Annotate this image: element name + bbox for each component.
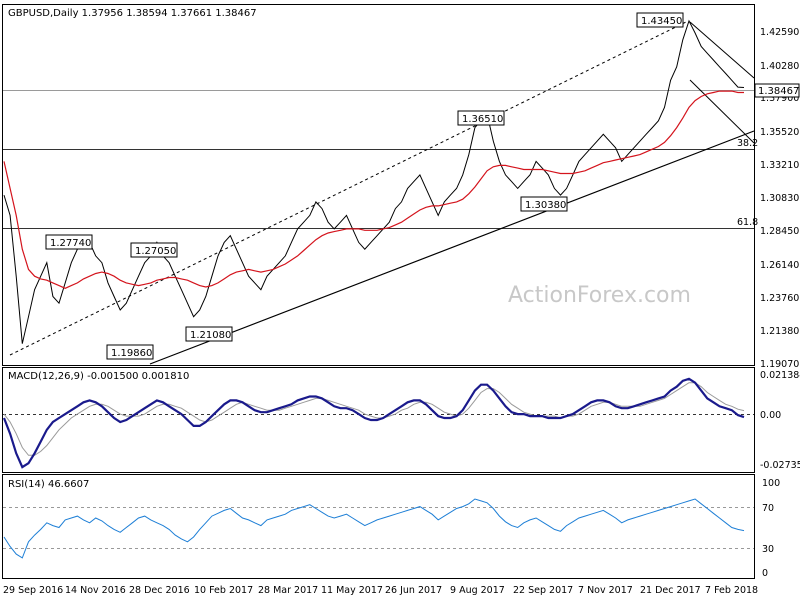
falling-wedge-lower <box>689 79 755 144</box>
x-tick: 22 Sep 2017 <box>513 585 573 596</box>
price-tick: 1.30830 <box>760 193 799 204</box>
macd-tick: 0.00 <box>760 410 781 421</box>
price-tick: 1.40280 <box>760 61 799 72</box>
x-tick: 29 Sep 2016 <box>3 585 63 596</box>
price-tick: 1.21380 <box>760 326 799 337</box>
macd-tick: -0.027353 <box>760 460 800 471</box>
price-label-130380: 1.30380 <box>520 196 568 212</box>
macd-signal-line <box>3 382 745 456</box>
price-label-143450: 1.43450 <box>636 12 684 28</box>
fib-382-label: 38.2 <box>737 138 758 149</box>
macd-line <box>2 377 745 469</box>
svg-text:1.30380: 1.30380 <box>525 200 566 211</box>
price-label-127740: 1.27740 <box>45 234 93 250</box>
price-tick: 1.19070 <box>760 359 799 370</box>
x-tick: 10 Feb 2017 <box>194 585 253 596</box>
x-tick: 26 Jun 2017 <box>385 585 442 596</box>
x-tick: 14 Nov 2016 <box>65 585 126 596</box>
current-price-marker: 1.38467 <box>754 83 800 98</box>
rsi-tick: 30 <box>762 544 774 555</box>
x-tick: 28 Mar 2017 <box>258 585 318 596</box>
svg-text:1.19860: 1.19860 <box>111 348 152 359</box>
price-tick: 1.28450 <box>760 226 799 237</box>
price-tick: 1.33210 <box>760 160 799 171</box>
price-y-axis: 1.42590 1.40280 1.37900 1.35520 1.33210 … <box>760 27 799 370</box>
price-tick: 1.23760 <box>760 293 799 304</box>
svg-text:1.21080: 1.21080 <box>190 330 231 341</box>
x-tick: 28 Dec 2016 <box>129 585 190 596</box>
svg-text:1.27740: 1.27740 <box>50 238 91 249</box>
svg-text:1.43450: 1.43450 <box>641 16 682 27</box>
symbol-info: GBPUSD,Daily 1.37956 1.38594 1.37661 1.3… <box>8 8 257 19</box>
svg-text:1.38467: 1.38467 <box>758 86 799 97</box>
price-label-136510: 1.36510 <box>457 110 505 126</box>
price-tick: 1.37900 <box>760 93 799 104</box>
price-tick: 1.35520 <box>760 127 799 138</box>
price-tick: 1.26140 <box>760 260 799 271</box>
svg-text:1.27050: 1.27050 <box>135 246 176 257</box>
price-panel-frame <box>2 4 755 366</box>
rsi-line <box>3 498 745 559</box>
rsi-tick: 100 <box>762 478 780 489</box>
fib-618-label: 61.8 <box>737 217 758 228</box>
price-label-127050: 1.27050 <box>130 242 178 258</box>
moving-average-line <box>3 90 744 289</box>
x-tick: 9 Aug 2017 <box>450 585 505 596</box>
macd-tick: 0.021384 <box>760 370 800 381</box>
rsi-tick: 70 <box>762 503 774 514</box>
watermark: ActionForex.com <box>508 283 691 308</box>
macd-panel-frame <box>2 367 755 473</box>
price-label-121080: 1.21080 <box>185 326 233 342</box>
x-tick: 7 Nov 2017 <box>578 585 633 596</box>
lower-channel-line <box>149 130 755 365</box>
macd-title: MACD(12,26,9) -0.001500 0.001810 <box>8 371 189 382</box>
falling-wedge-upper <box>689 21 755 79</box>
price-tick: 1.42590 <box>760 27 799 38</box>
rsi-panel-frame <box>2 474 755 579</box>
x-axis: 29 Sep 2016 14 Nov 2016 28 Dec 2016 10 F… <box>3 585 758 596</box>
price-label-119860: 1.19860 <box>106 344 154 360</box>
rsi-title: RSI(14) 46.6607 <box>8 479 89 490</box>
x-tick: 21 Dec 2017 <box>640 585 701 596</box>
rsi-tick: 0 <box>762 568 768 579</box>
x-tick: 7 Feb 2018 <box>705 585 758 596</box>
svg-text:1.36510: 1.36510 <box>462 114 503 125</box>
x-tick: 11 May 2017 <box>321 585 383 596</box>
